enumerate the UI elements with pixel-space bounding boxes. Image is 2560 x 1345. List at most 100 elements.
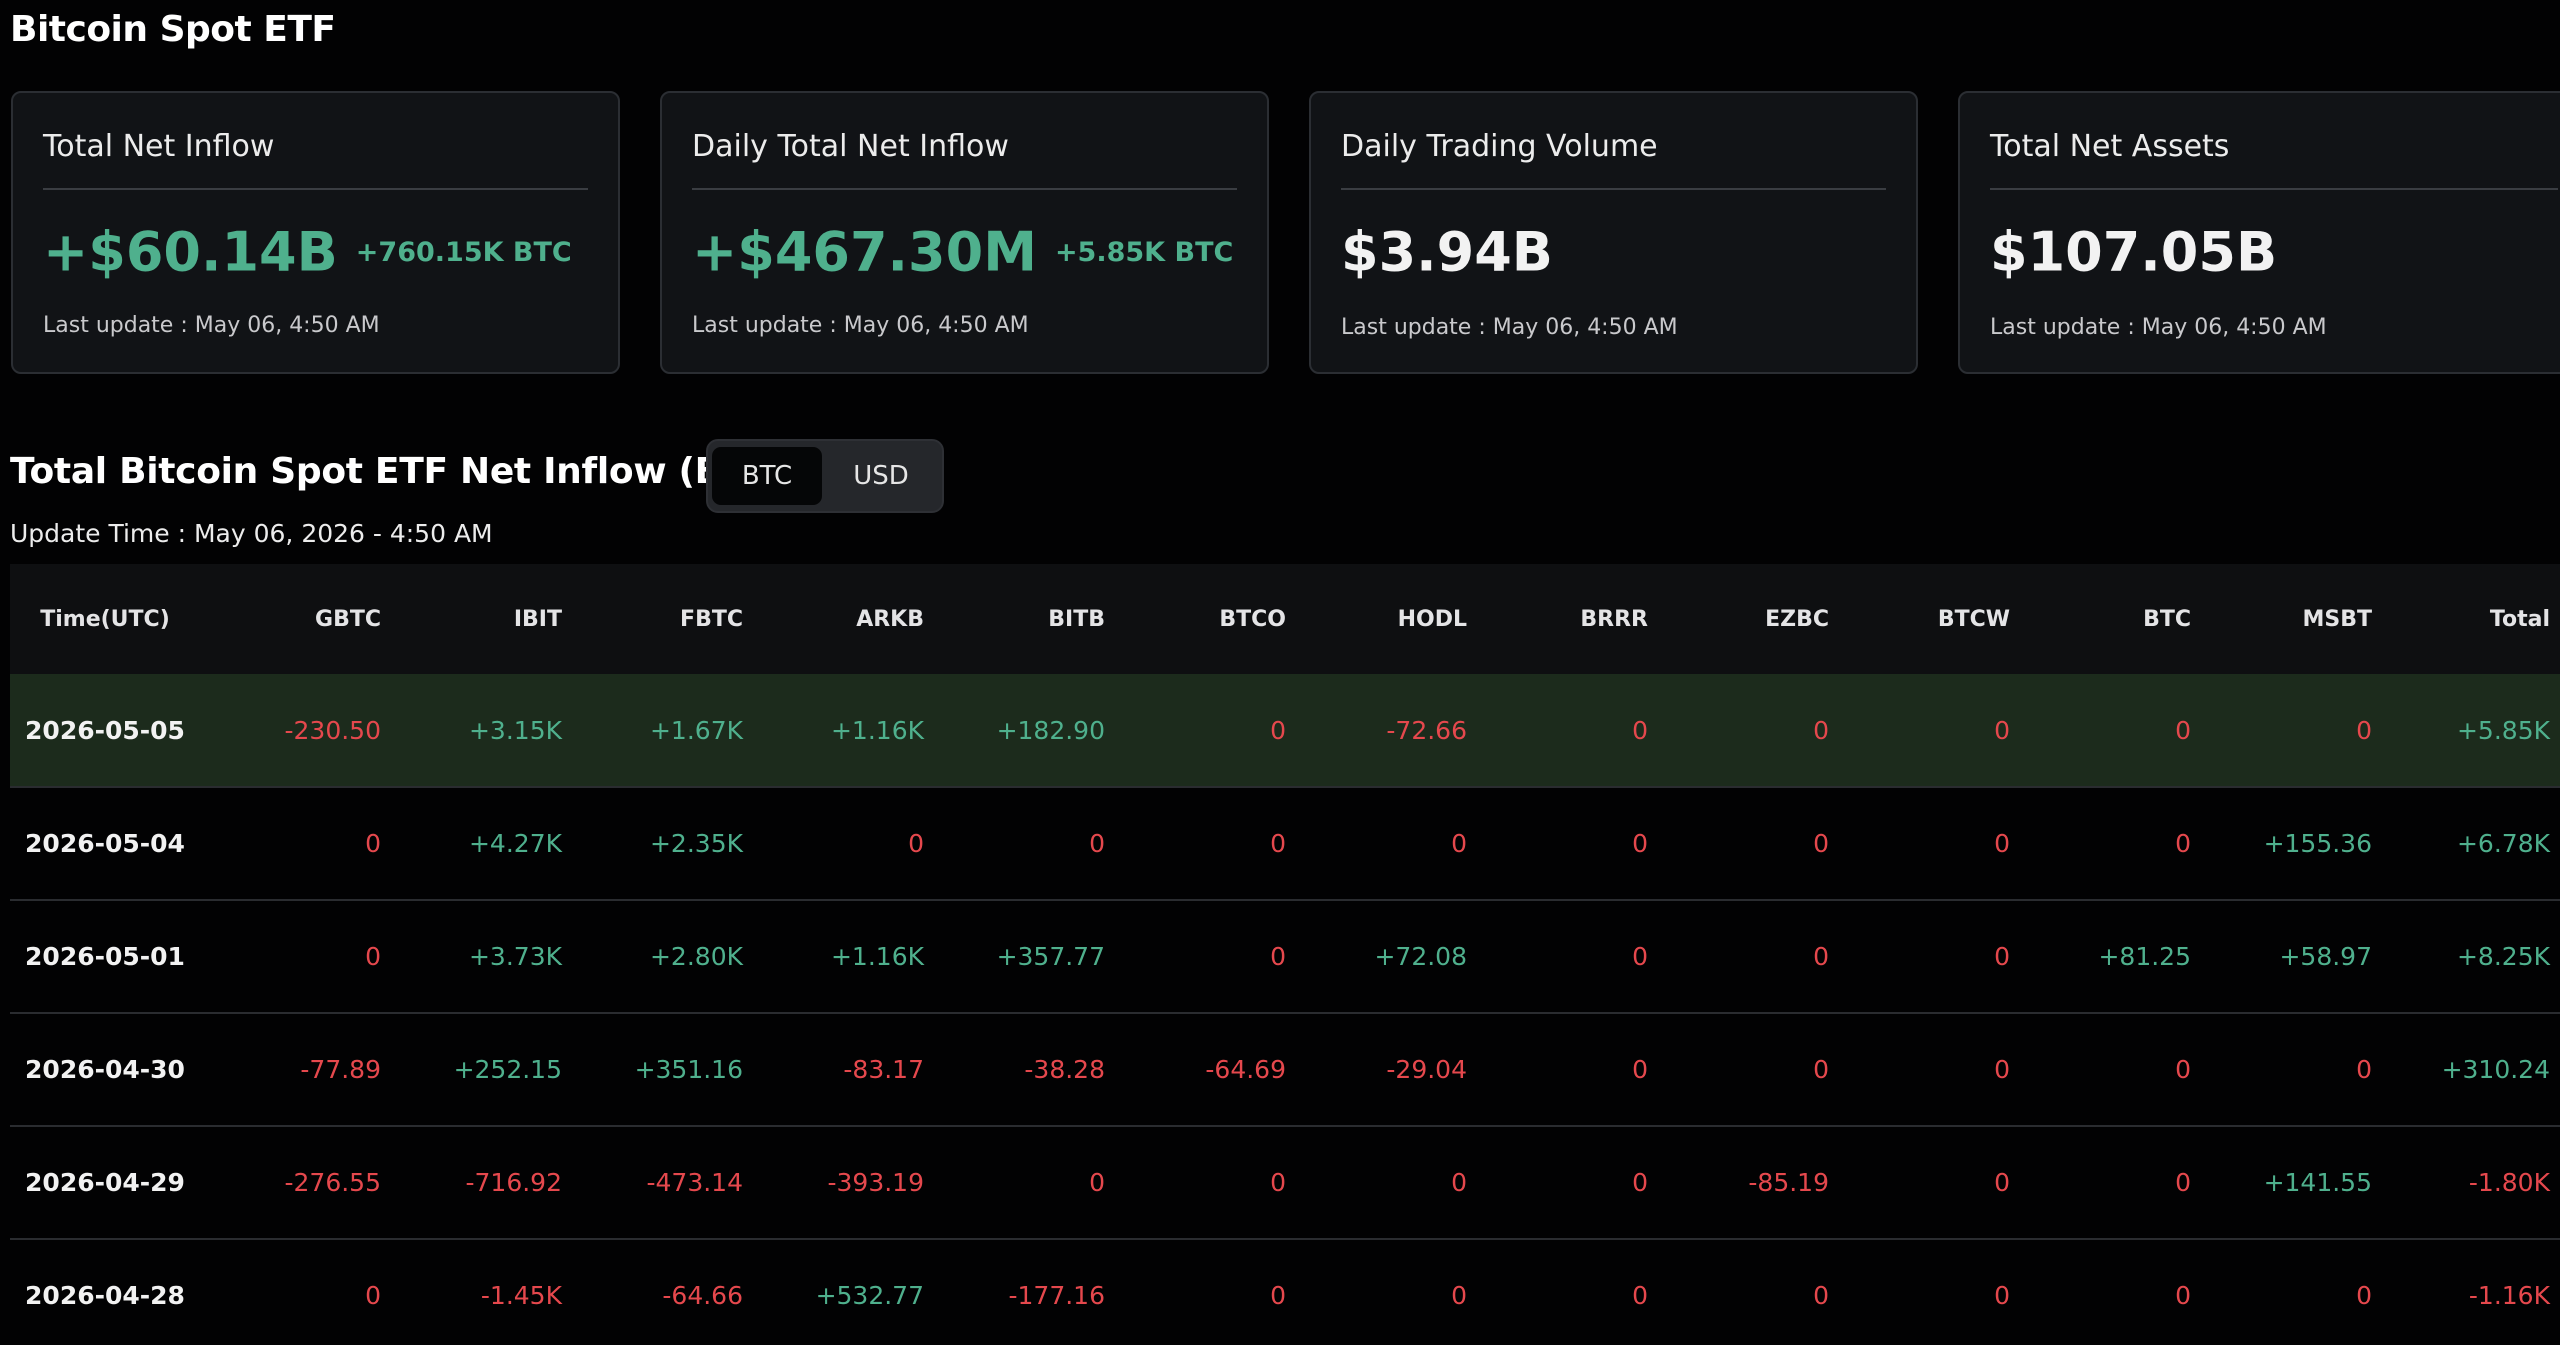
cell-arkb: -83.17: [843, 1055, 924, 1084]
cell-ibit: -716.92: [465, 1168, 563, 1197]
card-value-row: +$467.30M +5.85K BTC: [692, 217, 1233, 288]
card-divider: [43, 188, 588, 190]
card-value: $107.05B: [1990, 220, 2278, 284]
row-date: 2026-05-04: [25, 829, 185, 858]
cell-hodl: 0: [1451, 829, 1467, 858]
column-header-time-utc: Time(UTC): [40, 606, 170, 632]
column-header-total: Total: [2489, 606, 2550, 632]
card-title: Daily Total Net Inflow: [692, 129, 1009, 164]
card-divider: [692, 188, 1237, 190]
cell-ezbc: 0: [1813, 1281, 1829, 1310]
table-body: 2026-05-05 -230.50 +3.15K +1.67K +1.16K +182.…: [10, 674, 2560, 1345]
card-last-update: Last update : May 06, 4:50 AM: [1990, 315, 2327, 340]
cell-total: +310.24: [2441, 1055, 2550, 1084]
cell-btcw: 0: [1994, 1055, 2010, 1084]
table-row: 2026-04-30 -77.89 +252.15 +351.16 -83.17 -38.…: [10, 1013, 2560, 1126]
cell-arkb: -393.19: [827, 1168, 925, 1197]
column-header-fbtc: FBTC: [680, 606, 743, 632]
cell-btcw: 0: [1994, 715, 2010, 745]
card-value-row: $3.94B: [1341, 217, 1553, 288]
cell-msbt: 0: [2356, 1055, 2372, 1084]
cell-gbtc: -77.89: [300, 1055, 381, 1084]
cell-bitb: -38.28: [1024, 1055, 1105, 1084]
card-value: $3.94B: [1341, 220, 1553, 284]
card-divider: [1341, 188, 1886, 190]
cell-total: -1.16K: [2468, 1281, 2550, 1310]
cell-bitb: +357.77: [996, 942, 1105, 971]
row-date: 2026-04-30: [25, 1055, 185, 1084]
column-header-gbtc: GBTC: [315, 606, 381, 632]
card-value-row: $107.05B: [1990, 217, 2277, 288]
card-value-row: +$60.14B +760.15K BTC: [43, 217, 572, 288]
cell-ezbc: -85.19: [1748, 1168, 1829, 1197]
cell-total: +6.78K: [2456, 829, 2550, 858]
cell-ibit: +3.15K: [468, 715, 562, 745]
cell-hodl: 0: [1451, 1168, 1467, 1197]
card-daily-trading-volume: Daily Trading Volume $3.94B Last update …: [1309, 91, 1918, 374]
card-last-update: Last update : May 06, 4:50 AM: [43, 313, 380, 338]
inflow-table: Time(UTC) GBTC IBIT FBTC ARKB BITB BTCO HODL BRR…: [10, 564, 2560, 1345]
cell-fbtc: -64.66: [662, 1281, 743, 1310]
cell-arkb: +1.16K: [830, 942, 924, 971]
cell-gbtc: -230.50: [284, 715, 382, 745]
cell-msbt: +155.36: [2263, 829, 2372, 858]
cell-ezbc: 0: [1813, 1055, 1829, 1084]
table-header-row: Time(UTC) GBTC IBIT FBTC ARKB BITB BTCO HODL BRR…: [10, 564, 2560, 674]
cell-bitb: +182.90: [996, 715, 1105, 745]
cell-brrr: 0: [1632, 715, 1648, 745]
cell-ezbc: 0: [1813, 942, 1829, 971]
cell-btc: 0: [2175, 715, 2191, 745]
cell-hodl: -72.66: [1386, 715, 1467, 745]
card-last-update: Last update : May 06, 4:50 AM: [692, 313, 1029, 338]
cell-brrr: 0: [1632, 1281, 1648, 1310]
row-date: 2026-04-28: [25, 1281, 185, 1310]
column-header-ibit: IBIT: [513, 606, 562, 632]
column-header-btc: BTC: [2143, 606, 2191, 632]
card-title: Daily Trading Volume: [1341, 129, 1658, 164]
cell-fbtc: -473.14: [646, 1168, 744, 1197]
card-total-net-inflow: Total Net Inflow +$60.14B +760.15K BTC La…: [11, 91, 620, 374]
cell-ibit: +4.27K: [468, 829, 562, 858]
inflow-table-container: Time(UTC) GBTC IBIT FBTC ARKB BITB BTCO HODL BRR…: [10, 564, 2560, 1345]
cell-btco: 0: [1270, 942, 1286, 971]
cell-msbt: 0: [2356, 715, 2372, 745]
column-header-brrr: BRRR: [1580, 606, 1648, 632]
card-divider: [1990, 188, 2558, 190]
cell-bitb: 0: [1089, 1168, 1105, 1197]
cell-brrr: 0: [1632, 1168, 1648, 1197]
cell-total: +5.85K: [2456, 715, 2550, 745]
cell-btcw: 0: [1994, 942, 2010, 971]
toggle-usd-button[interactable]: USD: [826, 447, 936, 505]
card-last-update: Last update : May 06, 4:50 AM: [1341, 315, 1678, 340]
cell-bitb: 0: [1089, 829, 1105, 858]
column-header-hodl: HODL: [1397, 606, 1467, 632]
toggle-btc-button[interactable]: BTC: [712, 447, 822, 505]
cell-ibit: +3.73K: [468, 942, 562, 971]
column-header-arkb: ARKB: [856, 606, 924, 632]
cell-btcw: 0: [1994, 1168, 2010, 1197]
cell-hodl: 0: [1451, 1281, 1467, 1310]
cell-btcw: 0: [1994, 829, 2010, 858]
cell-hodl: -29.04: [1386, 1055, 1467, 1084]
cell-brrr: 0: [1632, 1055, 1648, 1084]
card-sub-value: +760.15K BTC: [355, 236, 572, 268]
update-time: Update Time : May 06, 2026 - 4:50 AM: [10, 519, 493, 548]
cell-btc: +81.25: [2098, 942, 2191, 971]
cell-brrr: 0: [1632, 829, 1648, 858]
cell-arkb: +1.16K: [830, 715, 924, 745]
cell-btc: 0: [2175, 1055, 2191, 1084]
card-title: Total Net Inflow: [43, 129, 275, 164]
column-header-btcw: BTCW: [1937, 606, 2010, 632]
card-total-net-assets: Total Net Assets $107.05B Last update : …: [1958, 91, 2560, 374]
column-header-msbt: MSBT: [2302, 606, 2372, 632]
cell-gbtc: 0: [365, 942, 381, 971]
card-title: Total Net Assets: [1990, 129, 2230, 164]
unit-toggle: BTC USD: [706, 439, 944, 513]
cell-arkb: +532.77: [815, 1281, 924, 1310]
cell-gbtc: -276.55: [284, 1168, 382, 1197]
cell-btco: -64.69: [1205, 1055, 1286, 1084]
table-row: 2026-05-01 0 +3.73K +2.80K +1.16K +357.77 0 +72…: [10, 900, 2560, 1013]
cell-hodl: +72.08: [1374, 942, 1467, 971]
summary-cards: Total Net Inflow +$60.14B +760.15K BTC La…: [11, 91, 2560, 376]
cell-btco: 0: [1270, 1168, 1286, 1197]
